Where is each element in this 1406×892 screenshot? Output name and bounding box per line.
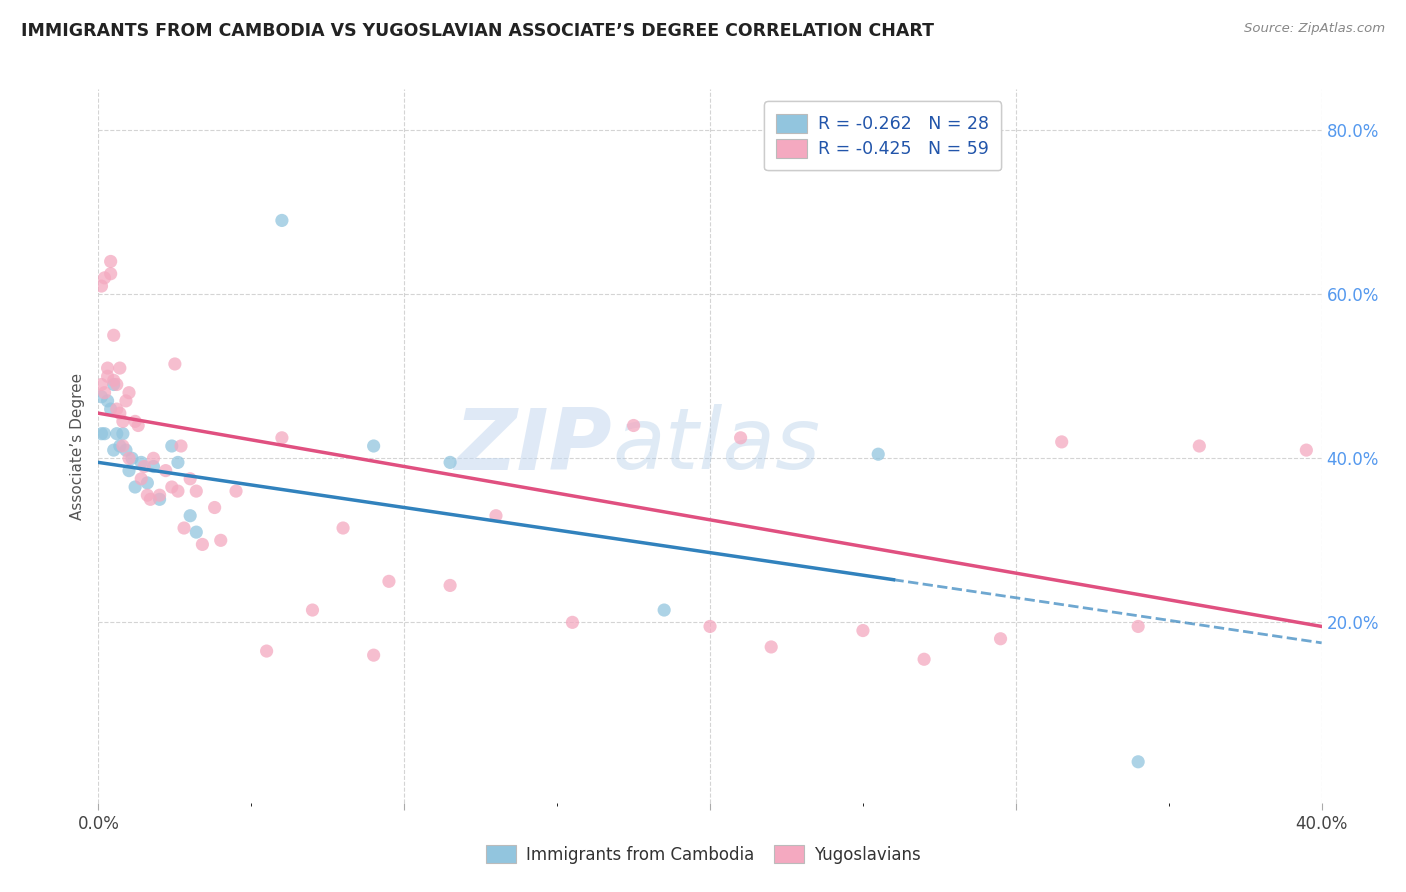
Point: [163, 357, 186, 371]
Point: [1295, 443, 1317, 458]
Point: [100, 267, 122, 281]
Point: [179, 508, 201, 523]
Point: [160, 439, 183, 453]
Point: [111, 439, 134, 453]
Point: [142, 459, 165, 474]
Point: [155, 464, 177, 478]
Point: [103, 377, 125, 392]
Point: [90, 426, 112, 441]
Point: [90, 279, 112, 293]
Point: [167, 455, 190, 469]
Point: [115, 393, 138, 408]
Point: [124, 414, 146, 428]
Point: [868, 447, 890, 461]
Point: [111, 414, 134, 428]
Point: [111, 426, 134, 441]
Point: [256, 644, 278, 658]
Point: [730, 431, 752, 445]
Point: [439, 578, 461, 592]
Point: [90, 377, 112, 392]
Point: [124, 480, 146, 494]
Text: atlas: atlas: [612, 404, 820, 488]
Text: IMMIGRANTS FROM CAMBODIA VS YUGOSLAVIAN ASSOCIATE’S DEGREE CORRELATION CHART: IMMIGRANTS FROM CAMBODIA VS YUGOSLAVIAN …: [21, 22, 934, 40]
Point: [186, 484, 208, 499]
Point: [332, 521, 354, 535]
Point: [204, 500, 226, 515]
Point: [378, 574, 401, 589]
Y-axis label: Associate’s Degree: Associate’s Degree: [70, 373, 86, 519]
Point: [115, 443, 138, 458]
Point: [118, 451, 141, 466]
Point: [97, 393, 120, 408]
Text: ZIP: ZIP: [454, 404, 612, 488]
Point: [270, 431, 292, 445]
Point: [209, 533, 232, 548]
Point: [134, 459, 156, 474]
Point: [179, 472, 201, 486]
Point: [93, 426, 115, 441]
Point: [103, 328, 125, 343]
Point: [170, 439, 193, 453]
Point: [759, 640, 782, 654]
Point: [912, 652, 935, 666]
Point: [108, 439, 131, 453]
Point: [108, 406, 131, 420]
Point: [142, 451, 165, 466]
Point: [100, 402, 122, 417]
Point: [90, 390, 112, 404]
Point: [301, 603, 323, 617]
Point: [173, 521, 195, 535]
Point: [1188, 439, 1211, 453]
Point: [105, 377, 128, 392]
Point: [1050, 434, 1073, 449]
Point: [105, 426, 128, 441]
Point: [139, 492, 162, 507]
Point: [225, 484, 247, 499]
Legend: R = -0.262   N = 28, R = -0.425   N = 59: R = -0.262 N = 28, R = -0.425 N = 59: [763, 102, 1001, 170]
Point: [136, 488, 159, 502]
Point: [1128, 619, 1150, 633]
Point: [167, 484, 190, 499]
Point: [270, 213, 292, 227]
Point: [852, 624, 875, 638]
Point: [127, 418, 149, 433]
Point: [363, 648, 385, 662]
Point: [97, 361, 120, 376]
Point: [699, 619, 721, 633]
Point: [118, 464, 141, 478]
Point: [439, 455, 461, 469]
Point: [129, 455, 152, 469]
Point: [363, 439, 385, 453]
Point: [100, 254, 122, 268]
Point: [191, 537, 214, 551]
Point: [129, 472, 152, 486]
Point: [990, 632, 1012, 646]
Point: [186, 525, 208, 540]
Point: [136, 475, 159, 490]
Point: [105, 402, 128, 417]
Point: [118, 385, 141, 400]
Point: [149, 488, 172, 502]
Point: [103, 443, 125, 458]
Point: [108, 361, 131, 376]
Point: [97, 369, 120, 384]
Point: [652, 603, 675, 617]
Point: [103, 373, 125, 387]
Point: [561, 615, 583, 630]
Legend: Immigrants from Cambodia, Yugoslavians: Immigrants from Cambodia, Yugoslavians: [479, 838, 927, 871]
Point: [149, 492, 172, 507]
Point: [93, 385, 115, 400]
Point: [1128, 755, 1150, 769]
Text: Source: ZipAtlas.com: Source: ZipAtlas.com: [1244, 22, 1385, 36]
Point: [485, 508, 508, 523]
Point: [93, 270, 115, 285]
Point: [121, 451, 143, 466]
Point: [623, 418, 645, 433]
Point: [160, 480, 183, 494]
